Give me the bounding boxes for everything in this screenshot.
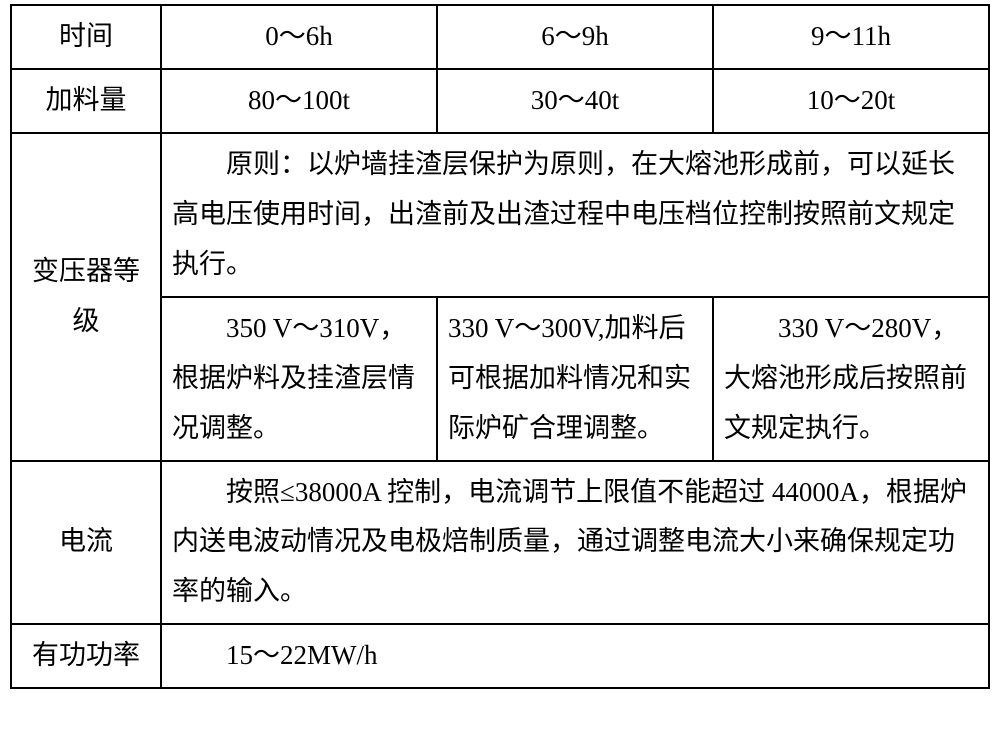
transformer-label-line2: 级 [73, 306, 100, 336]
transformer-col2-cell: 330 V～300V,加料后可根据加料情况和实际炉矿合理调整。 [437, 297, 713, 461]
time-col2-cell: 6～9h [437, 5, 713, 69]
transformer-principle-cell: 原则：以炉墙挂渣层保护为原则，在大熔池形成前，可以延长高电压使用时间，出渣前及出… [161, 133, 989, 297]
feed-col2-cell: 30～40t [437, 69, 713, 133]
power-label-cell: 有功功率 [11, 624, 161, 688]
power-value-cell: 15～22MW/h [161, 624, 989, 688]
table-row: 有功功率 15～22MW/h [11, 624, 989, 688]
table-row: 电流 按照≤38000A 控制，电流调节上限值不能超过 44000A，根据炉内送… [11, 461, 989, 625]
transformer-col1-cell: 350 V～310V，根据炉料及挂渣层情况调整。 [161, 297, 437, 461]
feed-col1-cell: 80～100t [161, 69, 437, 133]
transformer-col3-cell: 330 V～280V，大熔池形成后按照前文规定执行。 [713, 297, 989, 461]
current-label-cell: 电流 [11, 461, 161, 625]
feed-col3-cell: 10～20t [713, 69, 989, 133]
sheet: 时间 0～6h 6～9h 9～11h 加料量 80～100t 30～40t 10… [0, 0, 1000, 734]
transformer-label-cell: 变压器等 级 [11, 133, 161, 461]
table-row: 加料量 80～100t 30～40t 10～20t [11, 69, 989, 133]
current-text-cell: 按照≤38000A 控制，电流调节上限值不能超过 44000A，根据炉内送电波动… [161, 461, 989, 625]
table-row: 时间 0～6h 6～9h 9～11h [11, 5, 989, 69]
parameter-table: 时间 0～6h 6～9h 9～11h 加料量 80～100t 30～40t 10… [10, 4, 990, 689]
time-label-cell: 时间 [11, 5, 161, 69]
time-col1-cell: 0～6h [161, 5, 437, 69]
time-col3-cell: 9～11h [713, 5, 989, 69]
table-row: 变压器等 级 原则：以炉墙挂渣层保护为原则，在大熔池形成前，可以延长高电压使用时… [11, 133, 989, 297]
feed-label-cell: 加料量 [11, 69, 161, 133]
transformer-label-line1: 变压器等 [32, 256, 140, 286]
